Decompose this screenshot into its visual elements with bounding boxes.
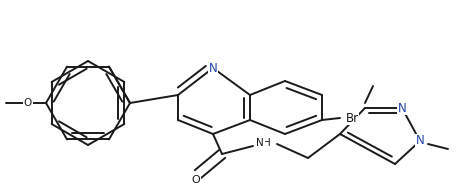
Text: N: N xyxy=(256,138,264,148)
Text: O: O xyxy=(24,98,32,108)
Text: Br: Br xyxy=(345,112,359,124)
Text: H: H xyxy=(263,138,271,148)
Text: N: N xyxy=(398,102,406,114)
Text: N: N xyxy=(416,134,424,148)
Text: O: O xyxy=(192,175,201,185)
Text: N: N xyxy=(209,62,218,74)
